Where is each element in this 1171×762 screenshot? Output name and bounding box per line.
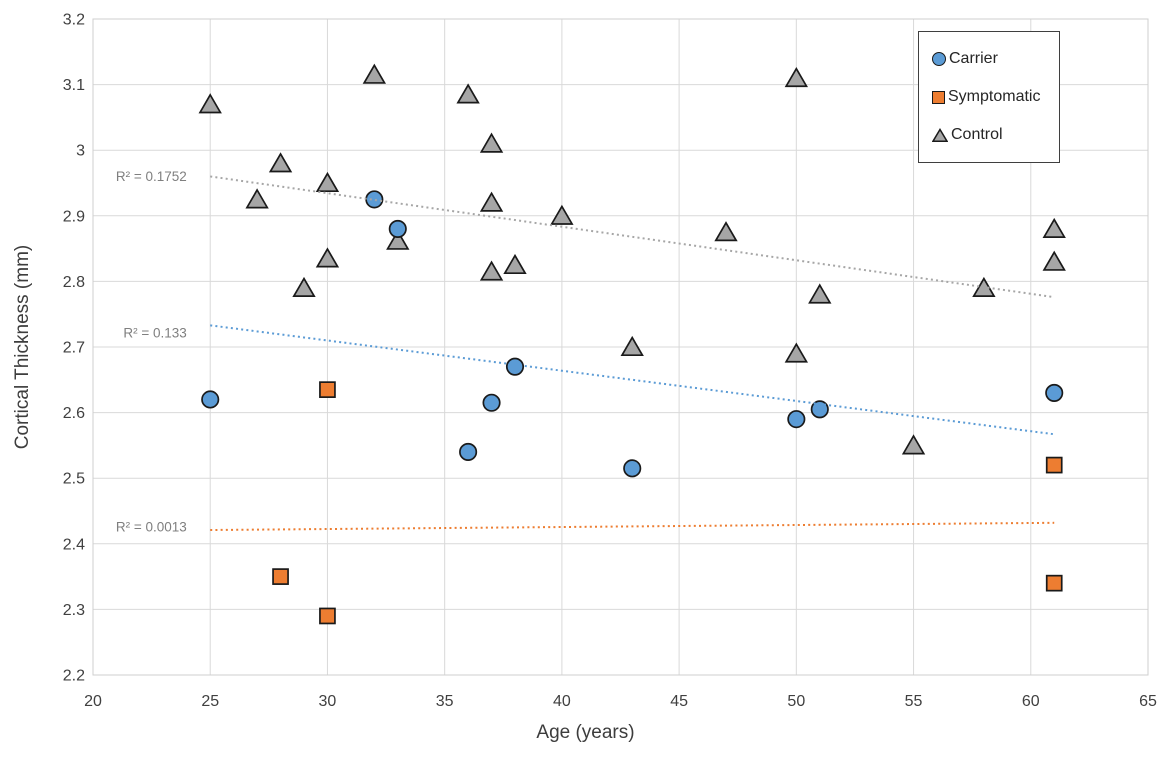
data-point-control <box>479 260 504 281</box>
circle-marker-icon <box>932 52 946 66</box>
legend: Carrier Symptomatic Control <box>918 31 1060 163</box>
y-tick-label: 2.6 <box>63 405 85 422</box>
legend-label-carrier: Carrier <box>949 50 998 67</box>
r2-label-carrier: R² = 0.133 <box>123 326 186 341</box>
square-marker-icon <box>932 90 945 104</box>
data-point-carrier <box>505 357 525 376</box>
data-point-control <box>784 66 809 88</box>
data-point-carrier <box>201 390 220 409</box>
data-point-control <box>456 83 480 104</box>
data-point-control <box>1042 250 1066 271</box>
trendline-carrier <box>210 324 1055 436</box>
x-tick-label: 50 <box>787 693 805 710</box>
legend-item-symptomatic: Symptomatic <box>932 88 1059 106</box>
y-tick-label: 2.2 <box>63 668 85 685</box>
legend-label-control: Control <box>951 126 1003 143</box>
x-tick-label: 25 <box>201 693 219 710</box>
y-tick-label: 2.9 <box>63 208 85 225</box>
x-tick-label: 30 <box>319 693 337 710</box>
y-tick-label: 2.7 <box>63 340 85 357</box>
x-tick-label: 20 <box>84 693 102 710</box>
trendline-control <box>210 175 1055 299</box>
data-point-control <box>784 342 809 363</box>
trendline-symptomatic <box>210 521 1055 532</box>
y-tick-label: 2.8 <box>63 274 85 291</box>
y-tick-label: 2.3 <box>63 602 85 619</box>
y-tick-label: 3.1 <box>63 77 85 94</box>
x-tick-label: 35 <box>436 693 454 710</box>
x-tick-label: 45 <box>670 693 688 710</box>
data-point-carrier <box>623 459 642 478</box>
y-tick-label: 3.2 <box>63 12 85 29</box>
data-point-control <box>362 63 387 84</box>
data-point-carrier <box>388 219 407 238</box>
x-tick-label: 60 <box>1022 693 1040 710</box>
y-tick-label: 2.5 <box>63 471 85 488</box>
data-point-carrier <box>787 410 806 429</box>
data-point-control <box>315 171 340 193</box>
data-point-control <box>315 247 340 268</box>
data-point-control <box>1042 217 1066 238</box>
y-tick-label: 3 <box>76 143 85 160</box>
x-tick-label: 65 <box>1139 693 1157 710</box>
data-point-carrier <box>365 190 384 209</box>
data-point-control <box>901 434 926 455</box>
x-axis-title: Age (years) <box>536 722 635 743</box>
data-point-control <box>198 93 222 114</box>
data-point-control <box>503 253 527 275</box>
y-axis-title: Cortical Thickness (mm) <box>12 244 33 450</box>
data-point-control <box>808 283 832 304</box>
data-point-symptomatic <box>272 568 289 585</box>
data-point-carrier <box>459 442 478 462</box>
data-point-control <box>245 188 269 209</box>
legend-item-carrier: Carrier <box>932 50 1059 68</box>
x-tick-label: 40 <box>553 693 571 710</box>
data-point-control <box>620 335 644 357</box>
legend-label-symptomatic: Symptomatic <box>948 88 1041 105</box>
data-point-control <box>550 204 574 225</box>
triangle-marker-icon <box>932 127 948 142</box>
x-tick-label: 55 <box>905 693 923 710</box>
data-point-control <box>479 132 504 153</box>
data-point-symptomatic <box>319 607 336 625</box>
r2-label-control: R² = 0.1752 <box>116 169 187 184</box>
data-point-carrier <box>1045 383 1064 402</box>
legend-item-control: Control <box>932 126 1059 144</box>
data-point-control <box>386 229 410 250</box>
plot-border <box>92 18 1149 676</box>
data-point-symptomatic <box>1045 456 1063 474</box>
data-point-control <box>479 191 504 212</box>
y-tick-label: 2.4 <box>63 536 85 553</box>
data-point-symptomatic <box>319 381 336 398</box>
r2-label-symptomatic: R² = 0.0013 <box>116 520 187 535</box>
data-point-symptomatic <box>1045 574 1063 592</box>
data-point-carrier <box>482 393 501 412</box>
data-point-control <box>292 276 316 298</box>
data-point-control <box>714 221 738 242</box>
data-point-control <box>268 152 293 173</box>
